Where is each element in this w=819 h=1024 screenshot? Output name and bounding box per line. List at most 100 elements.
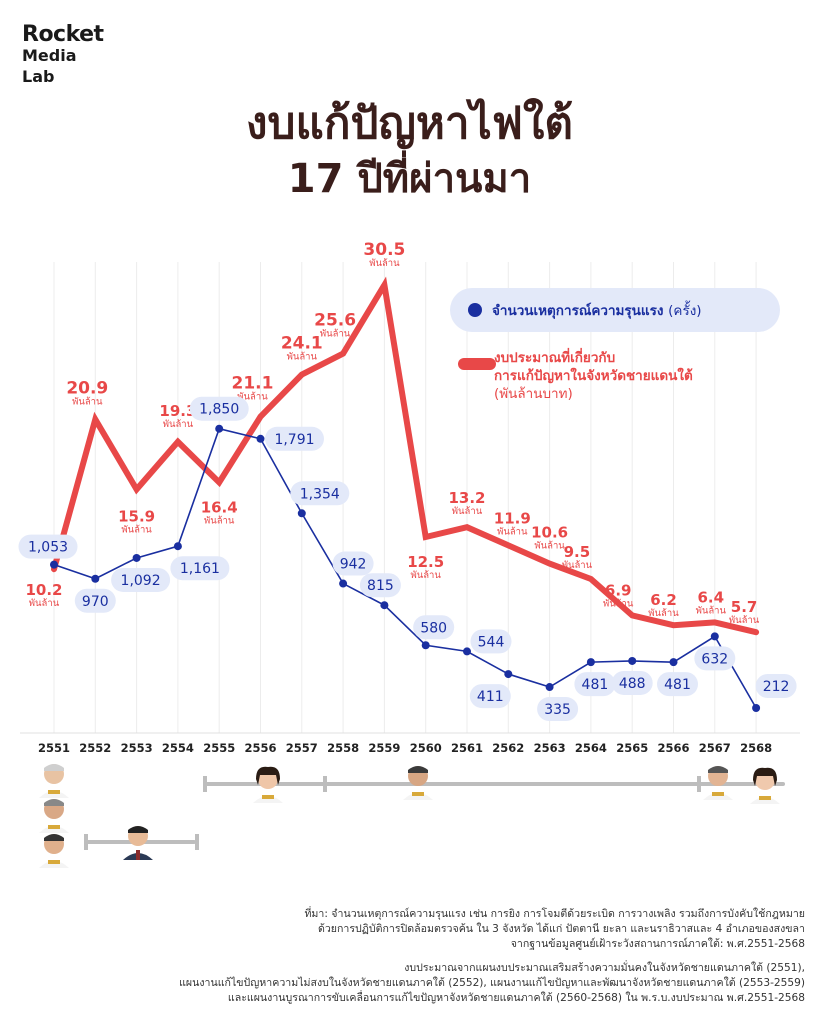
source-line: และแผนงานบูรณาการขับเคลื่อนการแก้ไขปัญหา…: [227, 992, 805, 1004]
incident-value-label: 1,053: [28, 540, 68, 556]
budget-unit-label: พันล้าน: [72, 396, 103, 407]
incident-point: [380, 601, 389, 610]
incident-value-label: 544: [478, 634, 505, 650]
budget-value-label: 6.9: [605, 581, 632, 599]
x-tick-label: 2562: [492, 741, 524, 755]
incident-value-label: 632: [701, 651, 728, 667]
incident-label-pill: [694, 646, 736, 671]
incident-value-label: 580: [420, 620, 447, 636]
incident-value-label: 942: [340, 557, 367, 573]
budget-value-label: 11.9: [494, 509, 531, 527]
x-tick-label: 2552: [79, 741, 111, 755]
legend-incidents: จำนวนเหตุการณ์ความรุนแรง (ครั้ง): [450, 288, 780, 332]
budget-unit-label: พันล้าน: [121, 524, 152, 535]
x-tick-label: 2555: [203, 741, 235, 755]
source-note-incidents: ที่มา: จำนวนเหตุการณ์ความรุนแรง เช่น การ…: [105, 907, 805, 952]
budget-value-label: 21.1: [232, 374, 274, 394]
incident-point: [215, 424, 224, 433]
budget-value-label: 15.9: [118, 507, 155, 525]
incident-point: [421, 641, 430, 650]
x-tick-label: 2568: [740, 741, 772, 755]
x-tick-label: 2563: [534, 741, 566, 755]
incident-point: [297, 509, 306, 518]
incident-label-pill: [290, 481, 350, 506]
budget-unit-label: พันล้าน: [534, 541, 565, 552]
budget-value-label: 30.5: [363, 240, 405, 260]
logo-line-2: Media: [22, 46, 77, 65]
x-tick-label: 2556: [244, 741, 276, 755]
budget-value-label: 24.1: [281, 334, 323, 354]
budget-value-label: 13.2: [448, 489, 485, 507]
incident-value-label: 411: [477, 689, 504, 705]
incident-label-pill: [657, 672, 698, 697]
logo-line-3: Lab: [22, 67, 55, 86]
budget-value-label: 19.3: [159, 402, 196, 420]
budget-value-label: 6.2: [650, 591, 677, 609]
legend-incidents-unit: (ครั้ง): [668, 303, 702, 319]
budget-unit-label: พันล้าน: [452, 506, 483, 517]
incident-value-label: 970: [82, 594, 109, 610]
incident-point: [628, 656, 637, 665]
pm-portrait-icon: [750, 767, 780, 804]
x-tick-label: 2557: [286, 741, 318, 755]
budget-unit-label: พันล้าน: [369, 258, 400, 269]
incident-value-label: 1,354: [300, 486, 340, 502]
rocket-media-lab-logo: Rocket Media Lab: [22, 24, 104, 87]
incident-point: [752, 704, 761, 712]
incident-label-pill: [170, 556, 230, 581]
incident-series-line: [53, 427, 757, 709]
budget-unit-label: พันล้าน: [163, 419, 194, 430]
legend-incident-dot-icon: [468, 303, 482, 317]
budget-value-label: 12.5: [407, 553, 444, 571]
x-tick-label: 2567: [699, 741, 731, 755]
budget-unit-label: พันล้าน: [204, 515, 235, 526]
budget-incident-line-chart: 2551 2552 2553 2554 2555 2556 2557 2558 2559 2560…: [18, 240, 800, 755]
x-tick-label: 2560: [410, 741, 442, 755]
timeline-bar-2: [205, 782, 785, 786]
timeline-tick: [84, 834, 88, 850]
pm-portrait-icon: [39, 764, 69, 798]
incident-value-label: 1,092: [121, 573, 161, 589]
incident-value-label: 488: [619, 676, 646, 692]
timeline-tick: [697, 776, 701, 792]
x-tick-label: 2565: [616, 741, 648, 755]
budget-unit-label: พันล้าน: [410, 570, 441, 581]
chart-title-line-2: 17 ปีที่ผ่านมา: [287, 156, 532, 202]
source-line: ด้วยการปฏิบัติการปิดล้อมตรวจค้น ใน 3 จัง…: [317, 923, 805, 935]
pm-portrait-icon: [39, 799, 69, 833]
incident-point: [463, 647, 471, 656]
pm-portrait-icon: [39, 834, 69, 868]
incident-point: [504, 670, 513, 679]
pm-portrait-icon: [253, 766, 283, 803]
incident-label-pill: [574, 672, 616, 697]
legend-budget-line-1: งบประมาณที่เกี่ยวกับ: [494, 350, 616, 366]
budget-data-labels: 10.2พันล้าน20.9พันล้าน15.9พันล้าน19.3พัน…: [25, 240, 759, 626]
x-tick-label: 2551: [38, 741, 70, 755]
budget-unit-label: พันล้าน: [696, 605, 727, 616]
chart-title-line-1: งบแก้ปัญหาไฟใต้: [246, 98, 573, 149]
incident-label-pill: [332, 551, 374, 576]
pm-portrait-icon: [123, 826, 153, 860]
pm-portrait-icon: [403, 766, 433, 800]
incident-label-pill: [111, 567, 171, 592]
budget-value-label: 10.6: [531, 524, 568, 542]
x-tick-label: 2561: [451, 741, 483, 755]
source-line: งบประมาณจากแผนงบประมาณเสริมสร้างความมั่น…: [404, 962, 805, 974]
incident-value-label: 212: [763, 679, 790, 695]
incident-label-pill: [265, 426, 324, 451]
incident-point: [586, 658, 595, 667]
budget-value-label: 20.9: [66, 378, 108, 398]
incident-value-label: 481: [664, 677, 691, 693]
budget-unit-label: พันล้าน: [29, 598, 60, 609]
source-line: แผนงานแก้ไขปัญหาความไม่สงบในจังหวัดชายแด…: [179, 977, 805, 989]
incident-point: [132, 553, 141, 562]
incident-label-pill: [74, 588, 116, 613]
x-tick-labels: 2551 2552 2553 2554 2555 2556 2557 2558 2559 2560…: [38, 741, 772, 755]
source-line: จากฐานข้อมูลศูนย์เฝ้าระวังสถานการณ์ภาคใต…: [510, 938, 805, 950]
incident-point: [545, 683, 554, 692]
timeline-tick: [203, 776, 207, 792]
incident-points: [50, 424, 761, 712]
incident-label-pill: [18, 534, 78, 559]
incident-point: [173, 542, 182, 551]
